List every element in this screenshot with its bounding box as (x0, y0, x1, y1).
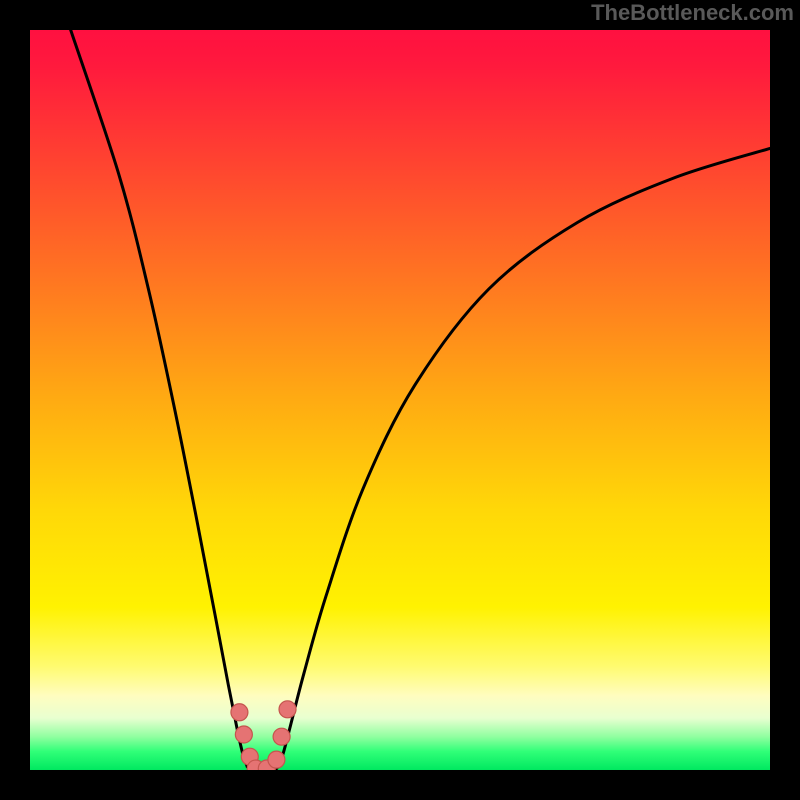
plot-area (30, 30, 770, 770)
data-marker (231, 704, 248, 721)
data-marker (268, 751, 285, 768)
data-marker (235, 726, 252, 743)
data-marker (279, 701, 296, 718)
data-marker (273, 728, 290, 745)
chart-svg (30, 30, 770, 770)
watermark-text: TheBottleneck.com (591, 0, 794, 26)
gradient-background (30, 30, 770, 770)
chart-frame: TheBottleneck.com (0, 0, 800, 800)
